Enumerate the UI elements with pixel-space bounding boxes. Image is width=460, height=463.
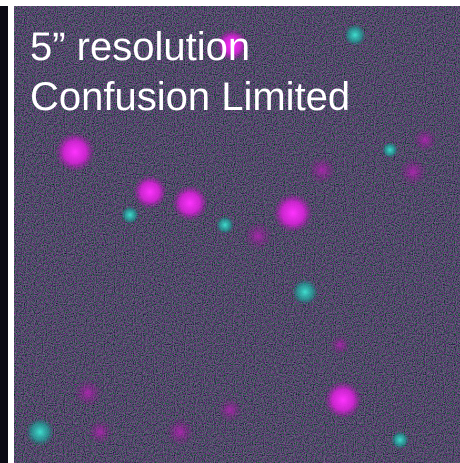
- sky-image: 5” resolution Confusion Limited: [0, 0, 460, 463]
- caption-line: Confusion Limited: [30, 75, 350, 119]
- caption-line: 5” resolution: [30, 25, 250, 69]
- screenshot: 5” resolution Confusion Limited: [0, 0, 460, 463]
- adjacent-panel: [0, 6, 8, 463]
